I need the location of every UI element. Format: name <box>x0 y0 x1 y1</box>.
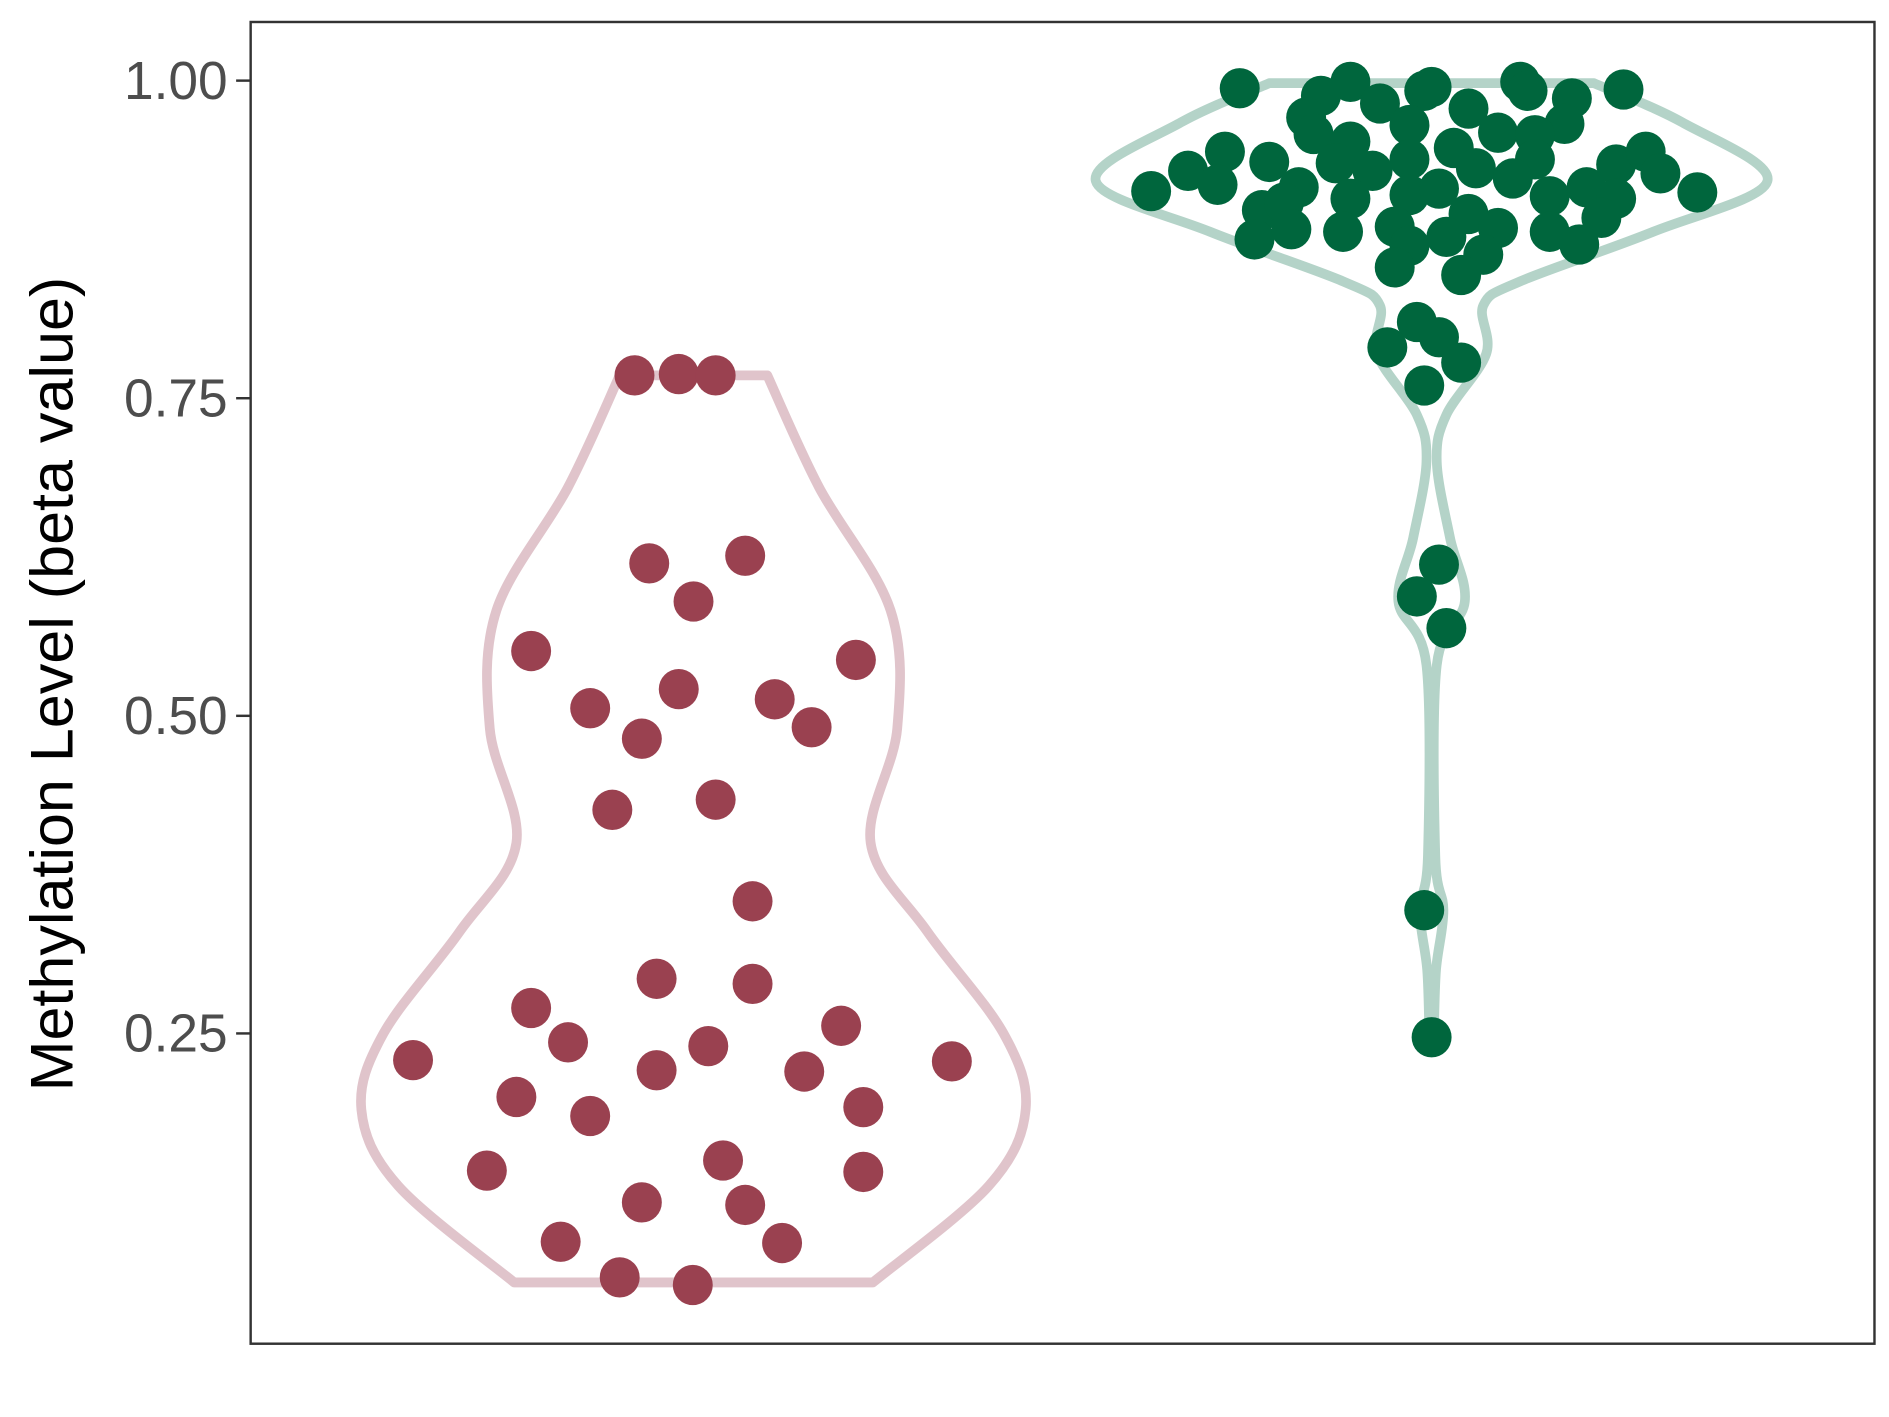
y-tick-label: 0.25 <box>124 1005 228 1064</box>
data-point <box>1404 70 1445 111</box>
data-points <box>393 61 1718 1306</box>
data-point <box>695 779 736 820</box>
data-point <box>791 707 832 748</box>
data-point <box>1234 219 1275 260</box>
data-point <box>1441 342 1482 383</box>
y-tick-label: 0.75 <box>124 369 228 428</box>
data-point <box>1426 608 1467 649</box>
violin-1 <box>356 370 1031 1288</box>
data-point <box>725 535 766 576</box>
data-point <box>1389 139 1430 180</box>
data-point <box>1352 150 1393 191</box>
data-point <box>570 688 611 729</box>
data-point <box>1396 576 1437 617</box>
data-point <box>673 581 714 622</box>
data-point <box>548 1022 589 1063</box>
data-point <box>732 881 773 922</box>
data-point <box>658 353 699 395</box>
data-point <box>1677 172 1718 213</box>
data-point <box>821 1005 862 1046</box>
data-point <box>931 1041 972 1082</box>
data-point <box>1419 168 1459 209</box>
data-point <box>1131 170 1172 212</box>
data-point <box>843 1086 884 1128</box>
data-point <box>1249 141 1290 183</box>
data-point <box>1197 164 1238 205</box>
data-point <box>1389 104 1430 146</box>
data-point <box>1411 1017 1452 1058</box>
data-point <box>784 1051 825 1092</box>
data-point <box>636 1050 677 1091</box>
data-point <box>1426 216 1467 258</box>
data-point <box>1559 224 1600 265</box>
data-point <box>835 639 876 681</box>
data-point <box>754 679 795 720</box>
data-point <box>636 958 677 999</box>
data-point <box>1507 70 1548 111</box>
data-point <box>621 1182 662 1223</box>
data-point <box>658 668 699 710</box>
y-axis: 0.25 0.50 0.75 1.00 <box>124 52 251 1064</box>
data-point <box>592 789 633 830</box>
data-point <box>1640 153 1681 194</box>
violins <box>356 78 1773 1288</box>
data-point <box>843 1151 884 1193</box>
data-point <box>599 1257 640 1298</box>
data-point <box>393 1039 434 1081</box>
data-point <box>496 1076 537 1118</box>
data-point <box>725 1184 766 1226</box>
data-point <box>1271 209 1312 250</box>
data-point <box>1419 544 1459 585</box>
data-point <box>762 1222 803 1264</box>
data-point <box>1581 197 1622 238</box>
data-point <box>1315 143 1356 184</box>
data-point <box>1529 176 1570 217</box>
data-point <box>1492 158 1533 199</box>
data-point <box>621 718 662 759</box>
data-point <box>1404 365 1445 406</box>
data-point <box>732 963 773 1005</box>
data-point <box>695 355 736 396</box>
data-point <box>1359 83 1400 124</box>
data-point <box>672 1264 713 1306</box>
data-point <box>1367 327 1408 368</box>
data-point <box>466 1150 507 1191</box>
data-point <box>1330 178 1371 219</box>
y-tick-label: 0.50 <box>124 687 228 746</box>
y-tick-label: 1.00 <box>124 52 228 111</box>
data-point <box>688 1025 729 1067</box>
data-point <box>570 1095 611 1137</box>
data-point <box>1204 131 1245 172</box>
data-point <box>1374 247 1415 288</box>
data-point <box>540 1221 581 1262</box>
plot-panel-border <box>249 20 1876 1345</box>
data-point <box>1293 113 1334 155</box>
data-point <box>1478 112 1519 153</box>
data-point <box>629 543 670 584</box>
data-point <box>1323 211 1364 252</box>
data-point <box>1603 69 1644 110</box>
data-point <box>1404 890 1445 931</box>
data-point <box>1455 148 1496 189</box>
data-point <box>614 355 655 396</box>
y-axis-title: Methylation Level (beta value) <box>18 277 86 1092</box>
data-point <box>1441 254 1482 296</box>
data-point <box>511 630 552 672</box>
data-point <box>1448 88 1489 129</box>
data-point <box>511 987 552 1029</box>
data-point <box>1219 68 1260 109</box>
data-point <box>703 1140 744 1181</box>
